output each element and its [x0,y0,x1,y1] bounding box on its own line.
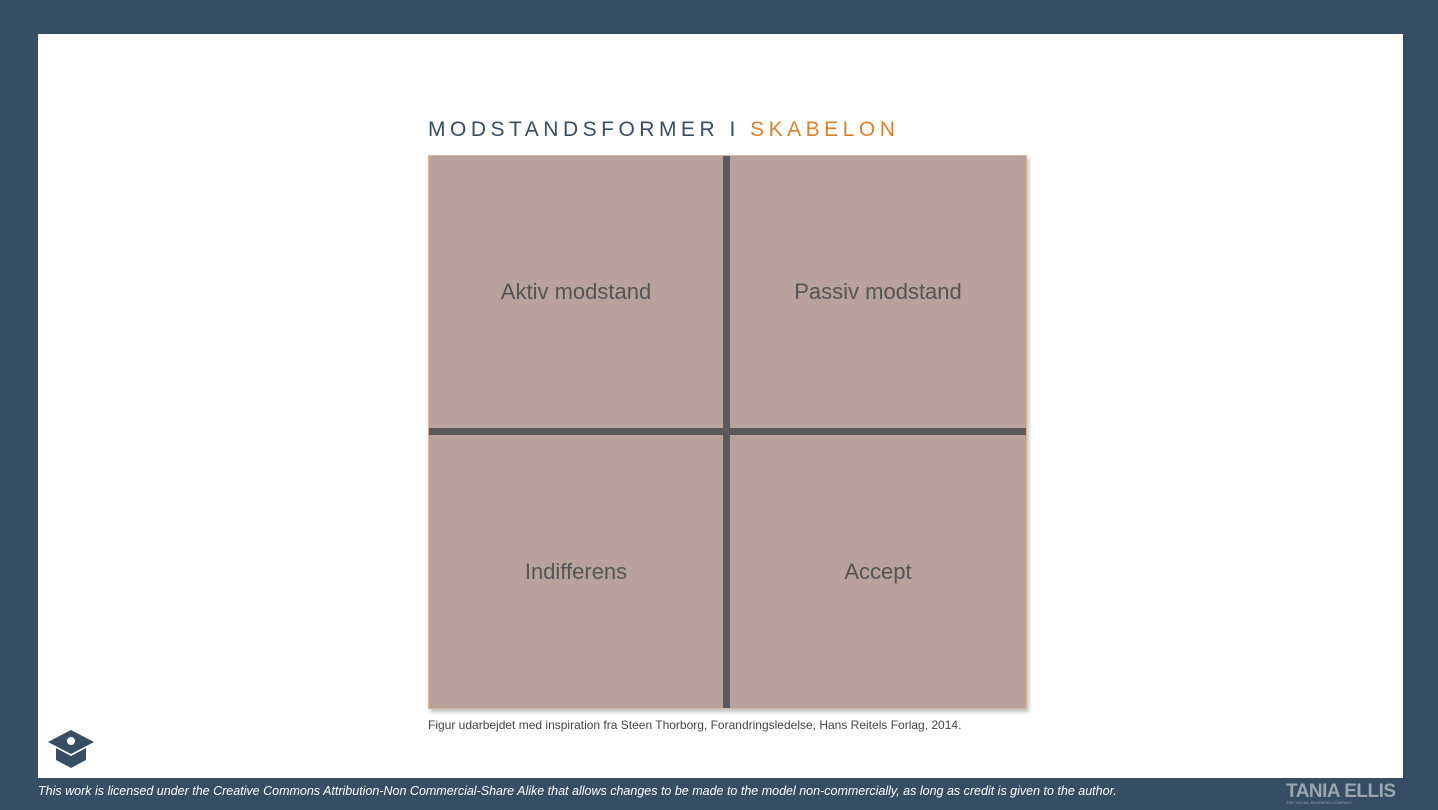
graduation-icon [48,730,94,768]
quadrant: Passiv modstand [730,156,1026,428]
quadrant: Indifferens [429,435,723,708]
license-text: This work is licensed under the Creative… [38,784,1117,798]
slide: MODSTANDSFORMER I SKABELON Aktiv modstan… [38,34,1403,778]
quadrant: Aktiv modstand [429,156,723,428]
title-separator: I [729,118,740,141]
slide-title: MODSTANDSFORMER I SKABELON [428,118,899,142]
brand-logo: TANIA ELLIS [1286,781,1396,802]
title-main: MODSTANDSFORMER [428,118,720,141]
quadrant: Accept [730,435,1026,708]
title-accent: SKABELON [750,118,900,141]
brand-tagline: THE SOCIAL BUSINESS COMPANY [1286,800,1353,805]
quadrant-grid: Aktiv modstand Passiv modstand Indiffere… [428,155,1027,709]
caption: Figur udarbejdet med inspiration fra Ste… [428,718,962,732]
